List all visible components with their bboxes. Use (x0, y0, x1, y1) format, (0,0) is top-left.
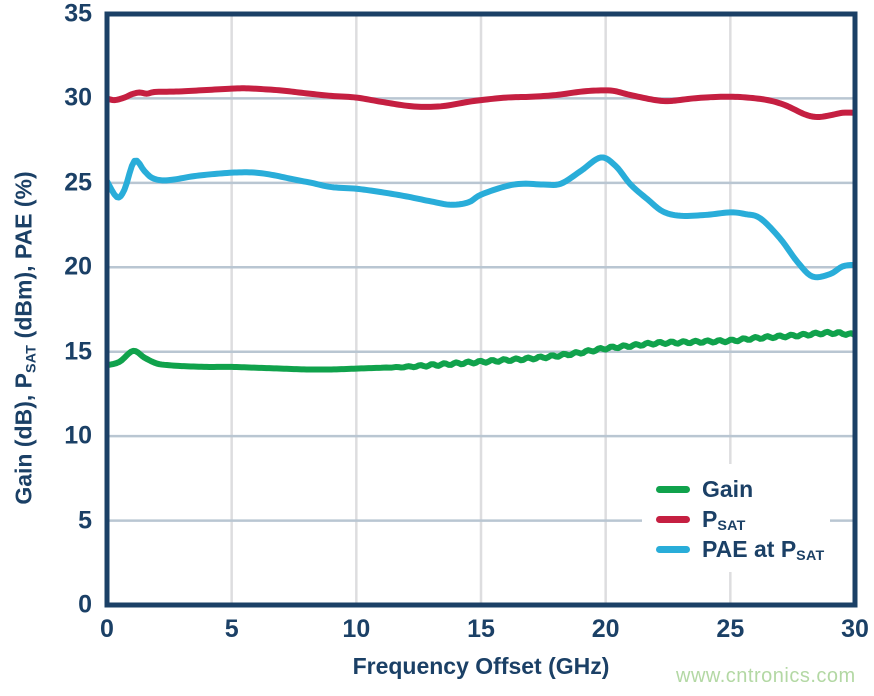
y-tick-label-15: 15 (64, 337, 92, 366)
pae-at-psat-line (107, 154, 855, 281)
legend-label: PAE at PSAT (702, 535, 825, 565)
legend-swatch (656, 545, 690, 553)
y-tick-label-35: 35 (64, 0, 92, 28)
x-tick-label-20: 20 (591, 615, 620, 643)
legend-item-pae-at-psat: PAE at PSAT (656, 534, 824, 564)
x-tick-label-0: 0 (100, 615, 114, 643)
y-tick-label-10: 10 (64, 421, 92, 450)
watermark: www.cntronics.com (676, 665, 856, 687)
x-axis-title: Frequency Offset (GHz) (352, 653, 610, 679)
legend-item-psat: PSAT (656, 504, 824, 534)
x-tick-label-5: 5 (224, 615, 239, 643)
y-tick-label-25: 25 (64, 168, 92, 197)
y-tick-label-30: 30 (64, 83, 92, 112)
label-text: Gain (702, 475, 754, 502)
y-tick-label-5: 5 (78, 506, 92, 535)
legend: Gain PSAT PAE at PSAT (642, 464, 831, 572)
plot-border (104, 11, 858, 608)
label-text: PAE at P (702, 535, 797, 562)
x-tick-label-10: 10 (342, 615, 371, 643)
legend-label: PSAT (702, 505, 746, 535)
legend-item-gain: Gain (656, 474, 824, 504)
y-tick-label-20: 20 (64, 252, 92, 281)
gain-line (107, 328, 855, 373)
psat-line (107, 85, 855, 120)
legend-swatch (656, 515, 690, 523)
subscript-text: SAT (796, 548, 825, 565)
y-tick-label-0: 0 (78, 590, 92, 619)
x-tick-label-30: 30 (841, 615, 869, 643)
x-tick-label-15: 15 (467, 615, 495, 643)
label-text: P (702, 505, 718, 532)
subscript-text: SAT (717, 518, 746, 535)
legend-label: Gain (702, 475, 754, 502)
legend-swatch (656, 485, 690, 493)
x-tick-label-25: 25 (716, 615, 745, 643)
y-axis-title: Gain (dB), PSAT (dBm), PAE (%) (11, 171, 40, 504)
